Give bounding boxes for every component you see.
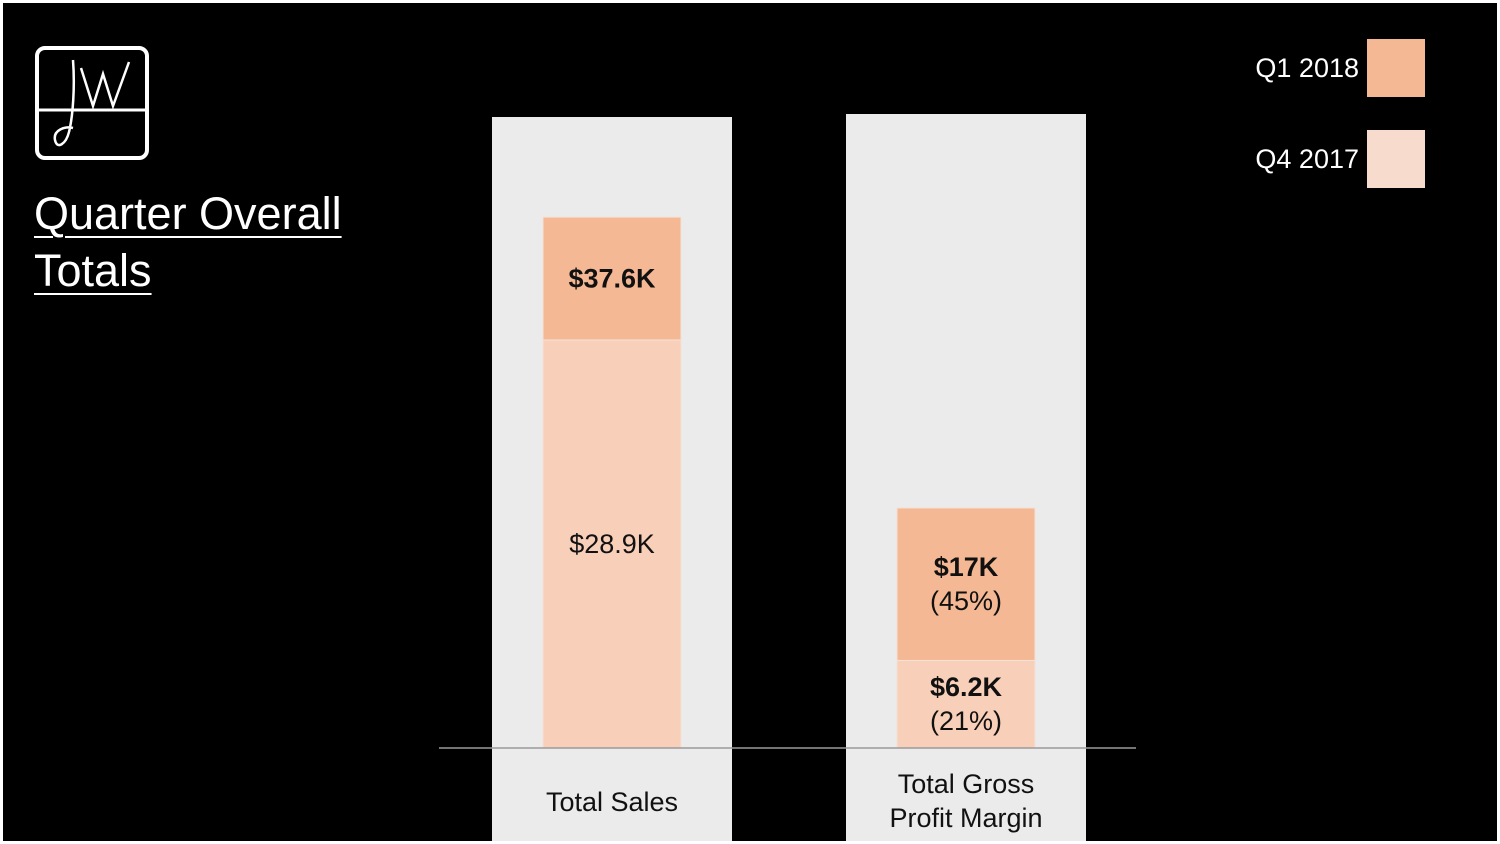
bar-segment-q1-2018	[896, 507, 1036, 661]
stacked-bar-chart: $28.9K $37.6K $6.2K (21%) $17K (45%) Total Sal…	[439, 114, 1136, 841]
bar-segment-q1-2018	[542, 216, 682, 341]
data-label: $17K	[934, 552, 999, 582]
legend-item-q4-2017: Q4 2017	[1255, 129, 1425, 189]
legend-swatch-q4-2017	[1367, 130, 1425, 188]
chart-legend: Q1 2018 Q4 2017	[1255, 38, 1425, 220]
bar-segment-q4-2017	[896, 659, 1036, 749]
category-label: Profit Margin	[889, 803, 1042, 833]
legend-label: Q4 2017	[1255, 143, 1359, 174]
page-title: Quarter Overall Totals	[34, 188, 342, 296]
data-label: $6.2K	[930, 672, 1003, 702]
slide: Quarter Overall Totals Q1 2018 Q4 2017 $…	[3, 3, 1497, 841]
legend-item-q1-2018: Q1 2018	[1255, 38, 1425, 98]
category-label: Total Gross	[898, 769, 1035, 799]
bar-segment-q4-2017	[542, 339, 682, 749]
category-label: Total Sales	[546, 787, 678, 817]
legend-label: Q1 2018	[1255, 52, 1359, 83]
jw-logo-icon	[35, 46, 149, 160]
data-label: (21%)	[930, 706, 1002, 736]
data-label: $28.9K	[569, 529, 655, 559]
data-label: $37.6K	[568, 264, 656, 294]
data-label: (45%)	[930, 586, 1002, 616]
legend-swatch-q1-2018	[1367, 39, 1425, 97]
